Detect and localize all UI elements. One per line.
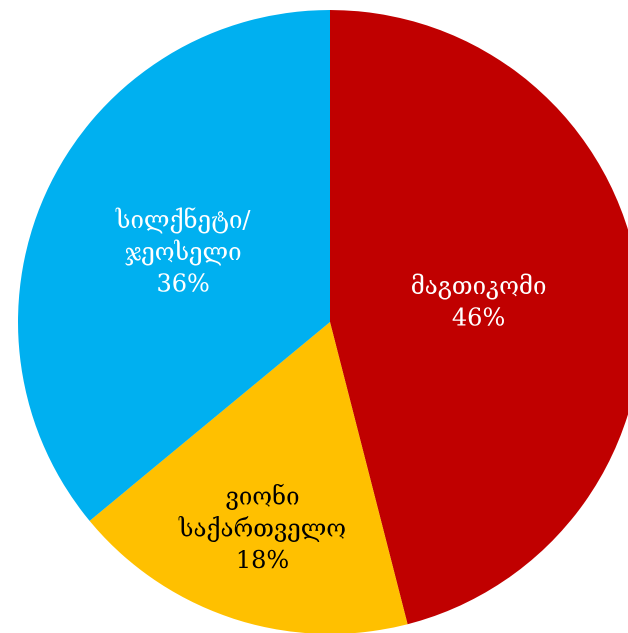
value-label: 46% <box>452 304 505 332</box>
slice-label-line: საქართველო <box>178 514 346 542</box>
slice-label: ვიონი საქართველო <box>178 482 346 542</box>
slice-label: სილქნეტი/ჯეოსელი <box>115 205 252 265</box>
pie-slice <box>330 10 628 625</box>
slice-label-line: სილქნეტი/ <box>115 205 252 233</box>
value-label: 36% <box>157 269 210 297</box>
value-label: 18% <box>236 546 289 574</box>
pie-slice <box>89 322 408 633</box>
slice-label-line: ვიონი <box>225 482 299 510</box>
slice-label-line: ჯეოსელი <box>125 237 242 265</box>
slice-label-line: მაგთიკომი <box>411 272 547 300</box>
slice-label: მაგთიკომი <box>411 272 547 300</box>
pie-slice <box>17 10 330 521</box>
